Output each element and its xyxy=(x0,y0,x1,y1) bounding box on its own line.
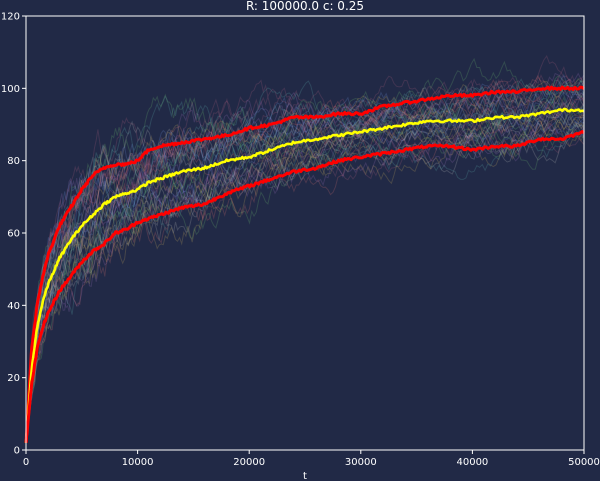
trajectory-line xyxy=(25,98,585,443)
trajectory-line xyxy=(25,78,585,443)
trajectory-line xyxy=(25,57,585,443)
x-tick-label: 0 xyxy=(23,457,29,468)
chart-title: R: 100000.0 c: 0.25 xyxy=(246,0,364,13)
trajectory-line xyxy=(25,74,585,443)
trajectory-line xyxy=(25,94,585,443)
y-tick-label: 0 xyxy=(14,446,20,457)
trajectory-line xyxy=(25,96,585,443)
trajectory-line xyxy=(25,114,585,443)
trajectory-line xyxy=(25,108,585,443)
trajectory-line xyxy=(25,66,585,443)
trajectory-line xyxy=(25,55,585,443)
trajectory-line xyxy=(25,96,585,443)
series-upper-line xyxy=(24,85,585,443)
trajectory-line xyxy=(25,84,585,443)
trajectory-line xyxy=(25,108,585,443)
x-tick-label: 40000 xyxy=(456,457,488,468)
y-tick-label: 120 xyxy=(1,12,20,23)
trajectory-line xyxy=(25,125,585,443)
trajectory-line xyxy=(25,74,585,443)
trajectory-line xyxy=(25,109,585,443)
trajectory-line xyxy=(25,76,585,443)
series-mean-line xyxy=(24,107,585,443)
trajectory-line xyxy=(25,91,585,443)
x-tick-label: 20000 xyxy=(233,457,265,468)
y-tick-label: 20 xyxy=(7,373,20,384)
trajectory-line xyxy=(25,124,585,443)
trajectory-line xyxy=(25,124,585,443)
y-tick-label: 80 xyxy=(7,156,20,167)
trajectory-line xyxy=(25,111,585,443)
series-layer xyxy=(24,85,585,444)
trajectory-line xyxy=(25,80,585,443)
trajectory-line xyxy=(25,96,585,443)
trajectory-line xyxy=(25,115,585,443)
series-lower-line xyxy=(24,130,585,444)
y-tick-label: 60 xyxy=(7,229,20,240)
trajectory-line xyxy=(25,86,585,443)
x-tick-label: 50000 xyxy=(568,457,600,468)
y-tick-label: 40 xyxy=(7,301,20,312)
axes-layer: 0 10000 20000 30000 40000 50000 0 20 40 60 80 100 12… xyxy=(1,12,600,469)
trajectory-line xyxy=(25,118,585,443)
x-axis-label: t xyxy=(303,471,307,481)
trajectory-line xyxy=(25,78,585,443)
x-tick-label: 10000 xyxy=(122,457,154,468)
x-tick-label: 30000 xyxy=(345,457,377,468)
y-tick-label: 100 xyxy=(1,84,20,95)
